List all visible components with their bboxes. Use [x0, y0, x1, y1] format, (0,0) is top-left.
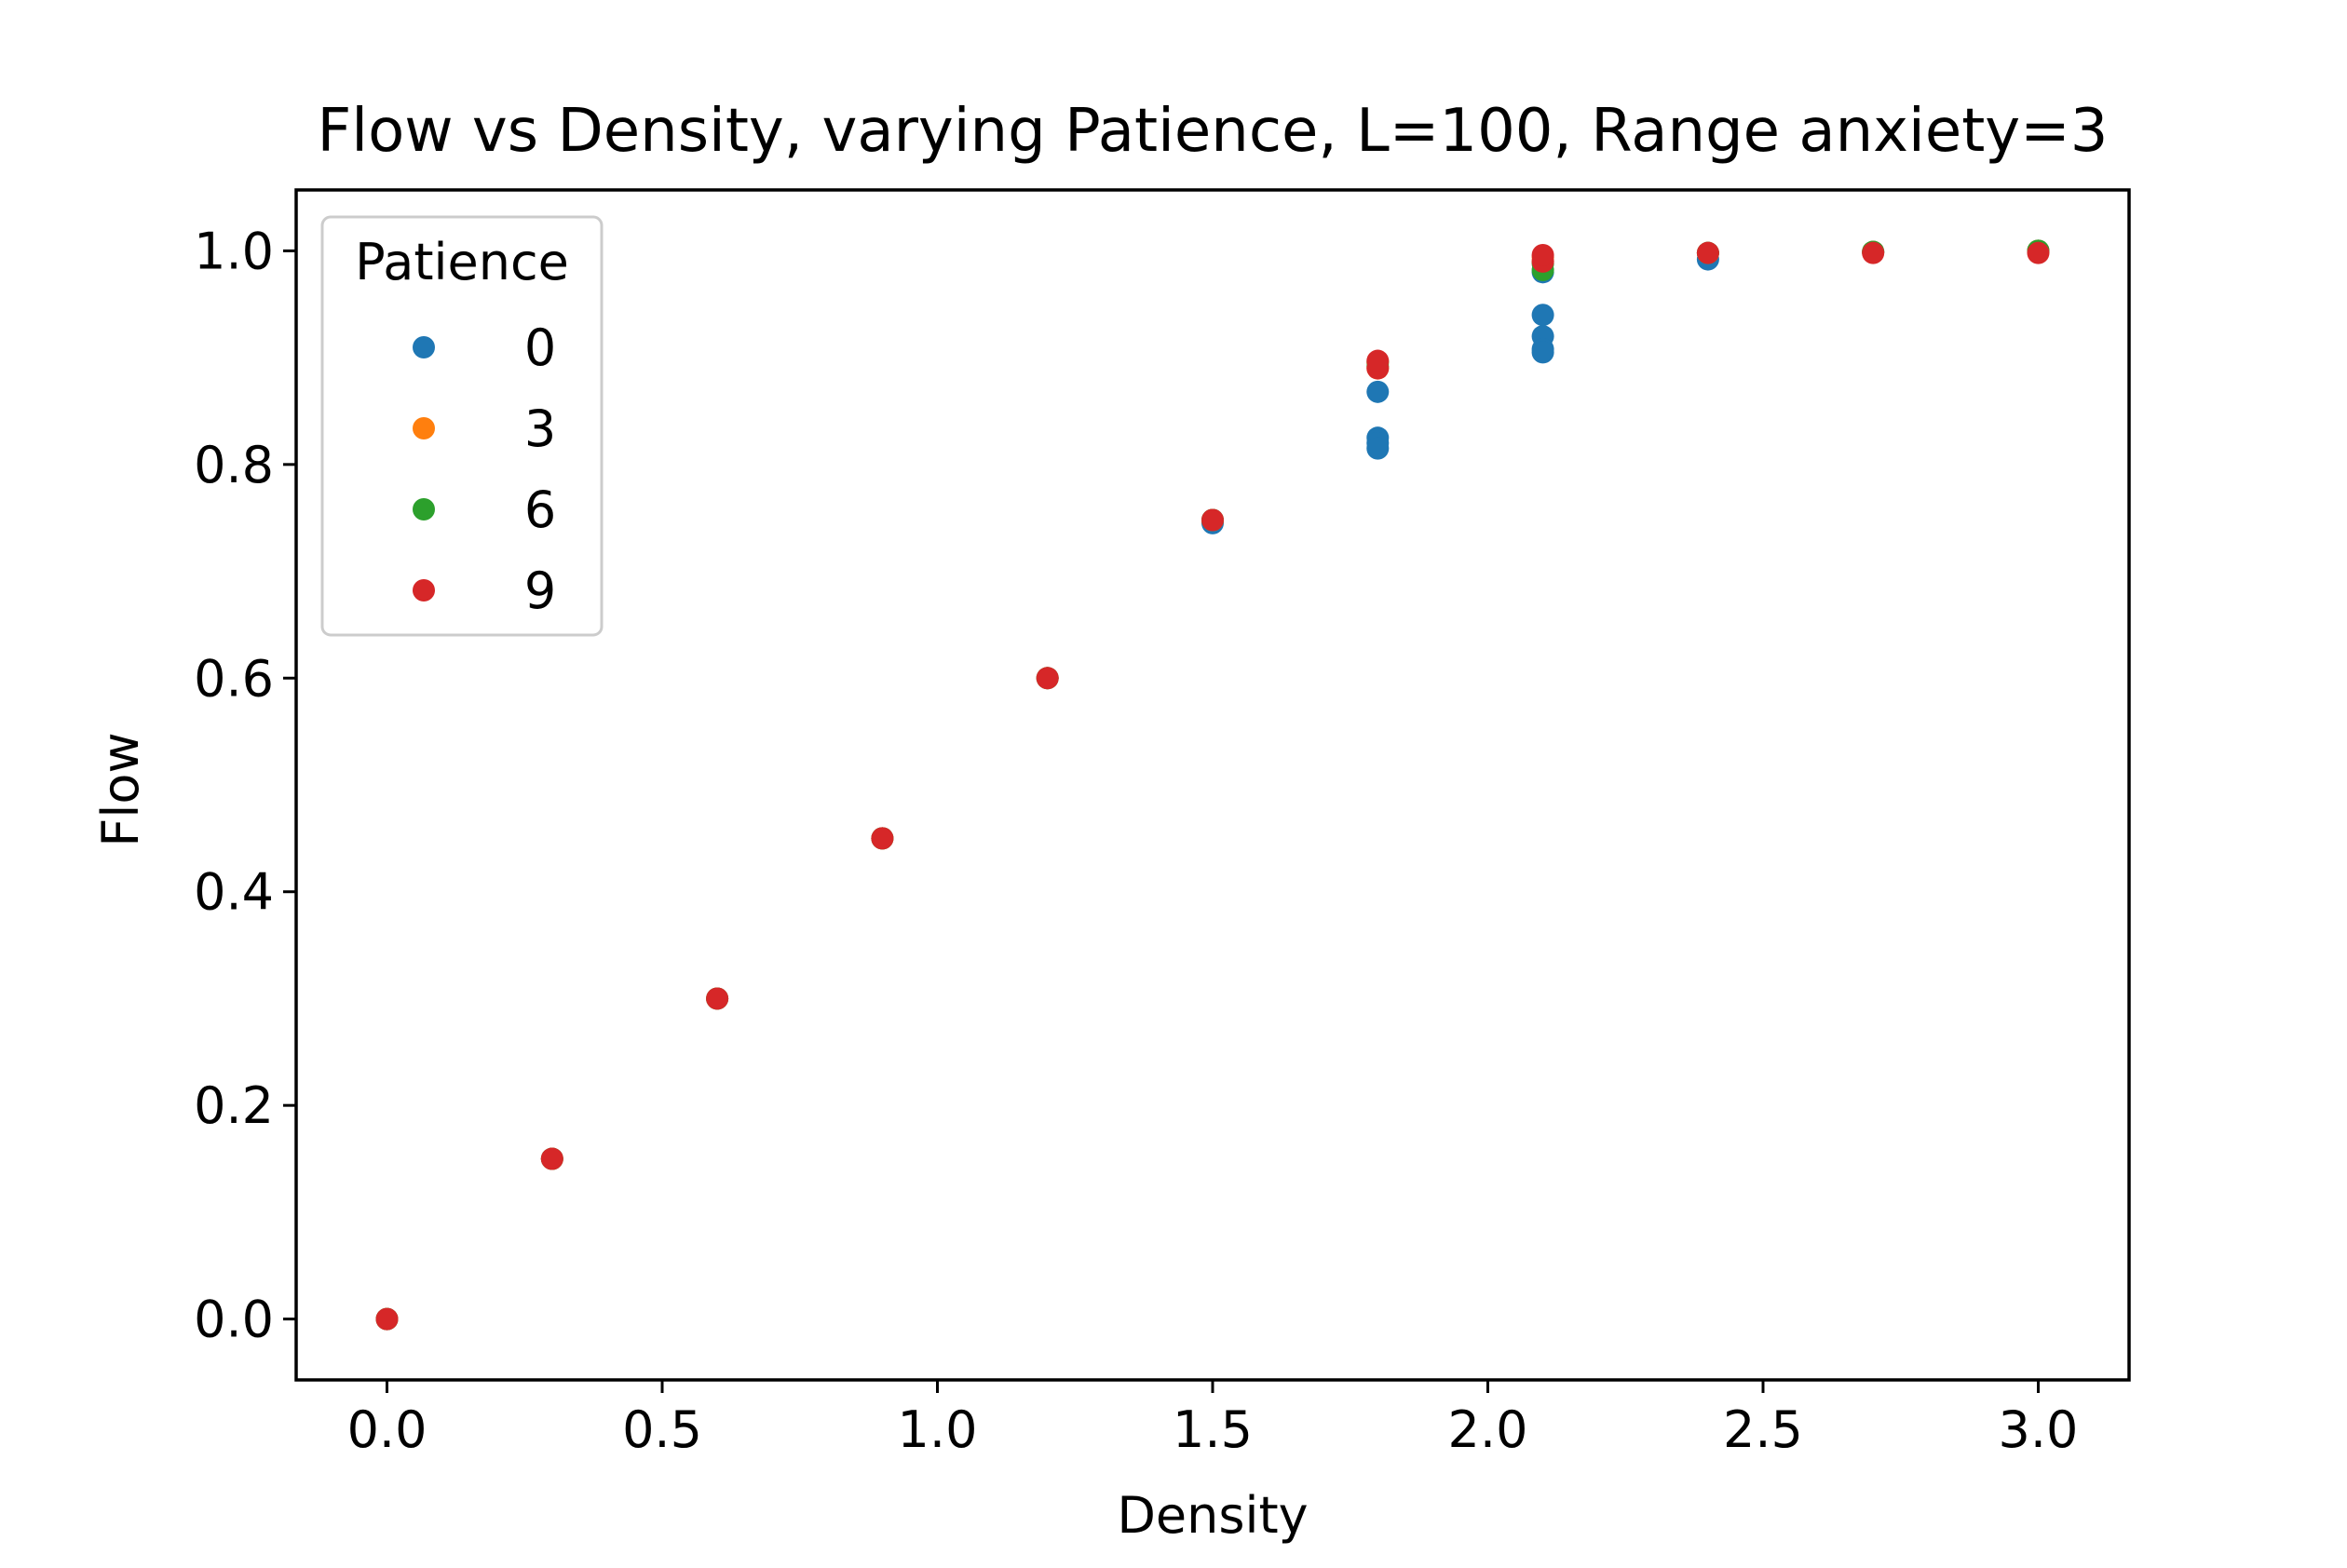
y-axis-label: Flow: [91, 732, 150, 846]
x-tick-label: 0.0: [347, 1400, 427, 1459]
chart-title: Flow vs Density, varying Patience, L=100…: [317, 97, 2108, 166]
data-point: [1531, 341, 1554, 364]
x-tick-label: 1.5: [1173, 1400, 1253, 1459]
y-tick-label: 1.0: [194, 222, 274, 280]
data-point: [2027, 241, 2050, 264]
y-tick-label: 0.0: [194, 1291, 274, 1349]
y-tick-label: 0.2: [194, 1076, 274, 1135]
data-point: [1531, 243, 1554, 266]
legend-label: 0: [524, 318, 556, 377]
plot-frame: [294, 188, 2131, 1382]
x-axis-label: Density: [1117, 1486, 1308, 1545]
legend-marker: [413, 498, 435, 520]
data-point: [1862, 241, 1885, 264]
legend: Patience 0 3 6 9: [320, 215, 604, 637]
legend-box: [320, 215, 604, 637]
data-point: [1531, 304, 1554, 327]
data-point: [1696, 241, 1719, 264]
data-point: [1366, 380, 1390, 403]
legend-marker: [413, 579, 435, 602]
legend-label: 6: [524, 480, 556, 539]
x-tick-label: 0.5: [622, 1400, 702, 1459]
data-point: [375, 1307, 399, 1331]
legend-marker: [413, 336, 435, 358]
legend-entries: 0 3 6 9: [413, 318, 556, 620]
data-point: [540, 1147, 563, 1170]
y-tick-label: 0.8: [194, 436, 274, 494]
data-point: [1036, 667, 1059, 690]
data-point: [1201, 508, 1224, 532]
series-9-points: [375, 241, 2050, 1331]
y-tick-label: 0.4: [194, 863, 274, 922]
legend-title: Patience: [355, 233, 569, 291]
y-axis-ticks: 0.0 0.2 0.4 0.6 0.8 1.0: [194, 222, 296, 1349]
legend-label: 9: [524, 561, 556, 620]
x-tick-label: 1.0: [898, 1400, 978, 1459]
legend-label: 3: [524, 399, 556, 458]
legend-marker: [413, 417, 435, 439]
data-points: [375, 239, 2050, 1331]
x-tick-label: 2.5: [1723, 1400, 1803, 1459]
x-axis-ticks: 0.0 0.5 1.0 1.5 2.0 2.5 3.0: [347, 1380, 2079, 1459]
data-point: [1366, 437, 1390, 460]
x-tick-label: 2.0: [1448, 1400, 1528, 1459]
data-point: [1366, 349, 1390, 372]
data-point: [871, 827, 894, 850]
data-point: [706, 987, 729, 1010]
x-tick-label: 3.0: [1999, 1400, 2079, 1459]
y-tick-label: 0.6: [194, 649, 274, 708]
